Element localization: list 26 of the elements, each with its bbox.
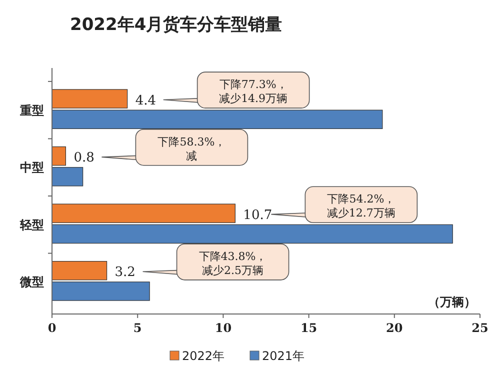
data-label: 0.8 bbox=[74, 150, 94, 166]
x-tick-label: 20 bbox=[386, 321, 403, 335]
callout: 下降43.8%，减少2.5万辆 bbox=[142, 244, 290, 280]
annotation: 下降58.3%，减 bbox=[158, 135, 226, 162]
legend-label: 2022年 bbox=[182, 349, 225, 363]
x-tick-label: 5 bbox=[133, 321, 142, 335]
annotation: 下降77.3%，减少14.9万辆 bbox=[219, 78, 288, 106]
callout: 下降58.3%，减 bbox=[101, 128, 248, 166]
x-tick-label: 10 bbox=[214, 321, 232, 335]
annotation: 下降43.8%，减少2.5万辆 bbox=[198, 250, 267, 277]
annotation: 下降54.2%，减少12.7万辆 bbox=[326, 192, 396, 220]
data-label: 10.7 bbox=[243, 208, 272, 223]
x-tick-label: 25 bbox=[472, 321, 488, 335]
data-label: 3.2 bbox=[114, 265, 136, 280]
y-tick-label: 轻型 bbox=[19, 218, 44, 232]
y-tick-label: 重型 bbox=[19, 103, 44, 118]
y-tick-label: 中型 bbox=[20, 160, 44, 175]
data-label: 4.4 bbox=[135, 93, 156, 108]
y-tick-label: 微型 bbox=[19, 275, 44, 290]
callout: 下降54.2%，减少12.7万辆 bbox=[270, 186, 418, 224]
x-tick-label: 15 bbox=[300, 321, 318, 335]
callout: 下降77.3%，减少14.9万辆 bbox=[162, 72, 310, 108]
legend-label: 2021年 bbox=[262, 349, 305, 363]
chart-title: 2022年4月货车分车型销量 bbox=[70, 15, 282, 35]
x-tick-label: 0 bbox=[48, 321, 56, 335]
x-axis-title: （万辆） bbox=[428, 295, 476, 309]
